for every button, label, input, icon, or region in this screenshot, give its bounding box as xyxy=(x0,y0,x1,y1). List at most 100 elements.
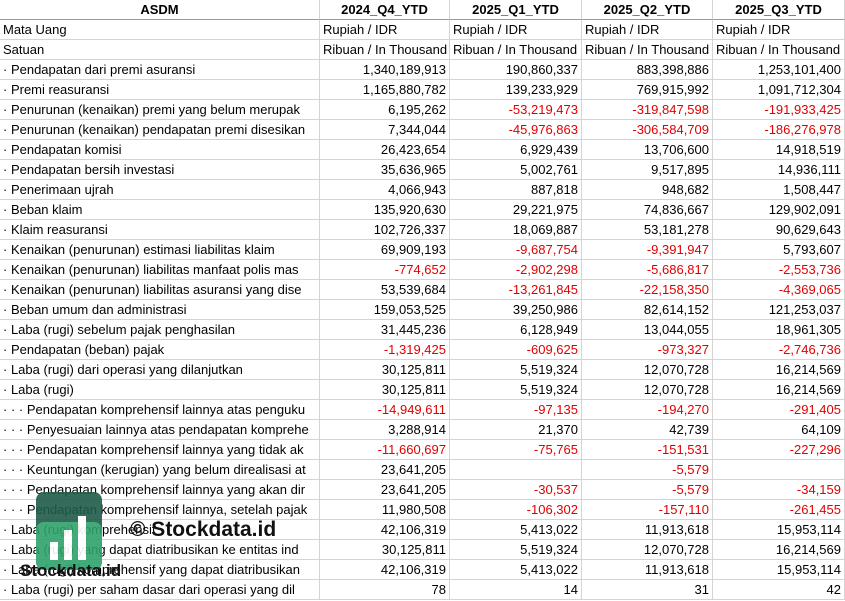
row-label: · Laba (rugi) dari operasi yang dilanjut… xyxy=(0,360,320,380)
value-cell: -5,579 xyxy=(582,460,713,480)
value-cell: 5,519,324 xyxy=(450,360,582,380)
value-cell: 82,614,152 xyxy=(582,300,713,320)
value-cell: Ribuan / In Thousand xyxy=(582,40,713,60)
value-cell: -30,537 xyxy=(450,480,582,500)
value-cell: 15,953,114 xyxy=(713,520,845,540)
value-cell: 35,636,965 xyxy=(320,160,450,180)
value-cell: 14,936,111 xyxy=(713,160,845,180)
value-cell: 5,413,022 xyxy=(450,560,582,580)
row-label: · Laba (rugi) per saham dasar dari opera… xyxy=(0,580,320,600)
value-cell: 11,913,618 xyxy=(582,560,713,580)
value-cell: 5,793,607 xyxy=(713,240,845,260)
value-cell: 5,519,324 xyxy=(450,540,582,560)
value-cell: 12,070,728 xyxy=(582,380,713,400)
value-cell: 15,953,114 xyxy=(713,560,845,580)
value-cell: 13,044,055 xyxy=(582,320,713,340)
header-cell: 2025_Q1_YTD xyxy=(450,0,582,20)
row-label: · Premi reasuransi xyxy=(0,80,320,100)
value-cell: 18,961,305 xyxy=(713,320,845,340)
row-label: · · · Pendapatan komprehensif lainnya at… xyxy=(0,400,320,420)
value-cell: -186,276,978 xyxy=(713,120,845,140)
value-cell: 39,250,986 xyxy=(450,300,582,320)
value-cell: 102,726,337 xyxy=(320,220,450,240)
value-cell: -22,158,350 xyxy=(582,280,713,300)
value-cell: 13,706,600 xyxy=(582,140,713,160)
value-cell: 30,125,811 xyxy=(320,380,450,400)
row-label: · Kenaikan (penurunan) liabilitas asuran… xyxy=(0,280,320,300)
value-cell: 31 xyxy=(582,580,713,600)
row-label: · Penerimaan ujrah xyxy=(0,180,320,200)
value-cell: -11,660,697 xyxy=(320,440,450,460)
value-cell: -45,976,863 xyxy=(450,120,582,140)
value-cell xyxy=(713,460,845,480)
value-cell: 190,860,337 xyxy=(450,60,582,80)
row-label: · Beban umum dan administrasi xyxy=(0,300,320,320)
value-cell: -53,219,473 xyxy=(450,100,582,120)
value-cell: 883,398,886 xyxy=(582,60,713,80)
value-cell: Ribuan / In Thousand xyxy=(713,40,845,60)
value-cell: 135,920,630 xyxy=(320,200,450,220)
value-cell: 9,517,895 xyxy=(582,160,713,180)
value-cell: -194,270 xyxy=(582,400,713,420)
value-cell: 16,214,569 xyxy=(713,380,845,400)
value-cell: 69,909,193 xyxy=(320,240,450,260)
row-label: · Kenaikan (penurunan) liabilitas manfaa… xyxy=(0,260,320,280)
row-label: · Pendapatan bersih investasi xyxy=(0,160,320,180)
value-cell: -306,584,709 xyxy=(582,120,713,140)
value-cell: -2,746,736 xyxy=(713,340,845,360)
value-cell: 90,629,643 xyxy=(713,220,845,240)
row-label: · Laba (rugi) sebelum pajak penghasilan xyxy=(0,320,320,340)
header-cell: 2024_Q4_YTD xyxy=(320,0,450,20)
value-cell: -227,296 xyxy=(713,440,845,460)
value-cell: 23,641,205 xyxy=(320,480,450,500)
header-cell: 2025_Q3_YTD xyxy=(713,0,845,20)
value-cell: -157,110 xyxy=(582,500,713,520)
value-cell: 5,519,324 xyxy=(450,380,582,400)
value-cell: 6,929,439 xyxy=(450,140,582,160)
value-cell: -973,327 xyxy=(582,340,713,360)
value-cell: -13,261,845 xyxy=(450,280,582,300)
value-cell: 3,288,914 xyxy=(320,420,450,440)
value-cell: 18,069,887 xyxy=(450,220,582,240)
value-cell: Rupiah / IDR xyxy=(320,20,450,40)
value-cell: -151,531 xyxy=(582,440,713,460)
value-cell: 29,221,975 xyxy=(450,200,582,220)
value-cell: -2,553,736 xyxy=(713,260,845,280)
value-cell xyxy=(450,460,582,480)
value-cell: 14,918,519 xyxy=(713,140,845,160)
value-cell: -97,135 xyxy=(450,400,582,420)
value-cell: Ribuan / In Thousand xyxy=(320,40,450,60)
value-cell: 30,125,811 xyxy=(320,360,450,380)
value-cell: 139,233,929 xyxy=(450,80,582,100)
value-cell: -291,405 xyxy=(713,400,845,420)
value-cell: 129,902,091 xyxy=(713,200,845,220)
value-cell: -14,949,611 xyxy=(320,400,450,420)
value-cell: 30,125,811 xyxy=(320,540,450,560)
value-cell: 31,445,236 xyxy=(320,320,450,340)
row-label: · Laba (rugi) xyxy=(0,380,320,400)
value-cell: -609,625 xyxy=(450,340,582,360)
value-cell: -106,302 xyxy=(450,500,582,520)
value-cell: -75,765 xyxy=(450,440,582,460)
watermark-caption: © Stockdata.id xyxy=(130,518,277,541)
value-cell: 159,053,525 xyxy=(320,300,450,320)
value-cell: 64,109 xyxy=(713,420,845,440)
value-cell: 53,181,278 xyxy=(582,220,713,240)
value-cell: 887,818 xyxy=(450,180,582,200)
value-cell: 769,915,992 xyxy=(582,80,713,100)
value-cell: 1,253,101,400 xyxy=(713,60,845,80)
value-cell: -34,159 xyxy=(713,480,845,500)
value-cell: -9,687,754 xyxy=(450,240,582,260)
value-cell: 26,423,654 xyxy=(320,140,450,160)
value-cell: 12,070,728 xyxy=(582,540,713,560)
value-cell: -774,652 xyxy=(320,260,450,280)
row-label: · Klaim reasuransi xyxy=(0,220,320,240)
value-cell: Rupiah / IDR xyxy=(713,20,845,40)
value-cell: Rupiah / IDR xyxy=(582,20,713,40)
value-cell: 7,344,044 xyxy=(320,120,450,140)
value-cell: -4,369,065 xyxy=(713,280,845,300)
row-label: · · · Penyesuaian lainnya atas pendapata… xyxy=(0,420,320,440)
value-cell: 78 xyxy=(320,580,450,600)
value-cell: 21,370 xyxy=(450,420,582,440)
